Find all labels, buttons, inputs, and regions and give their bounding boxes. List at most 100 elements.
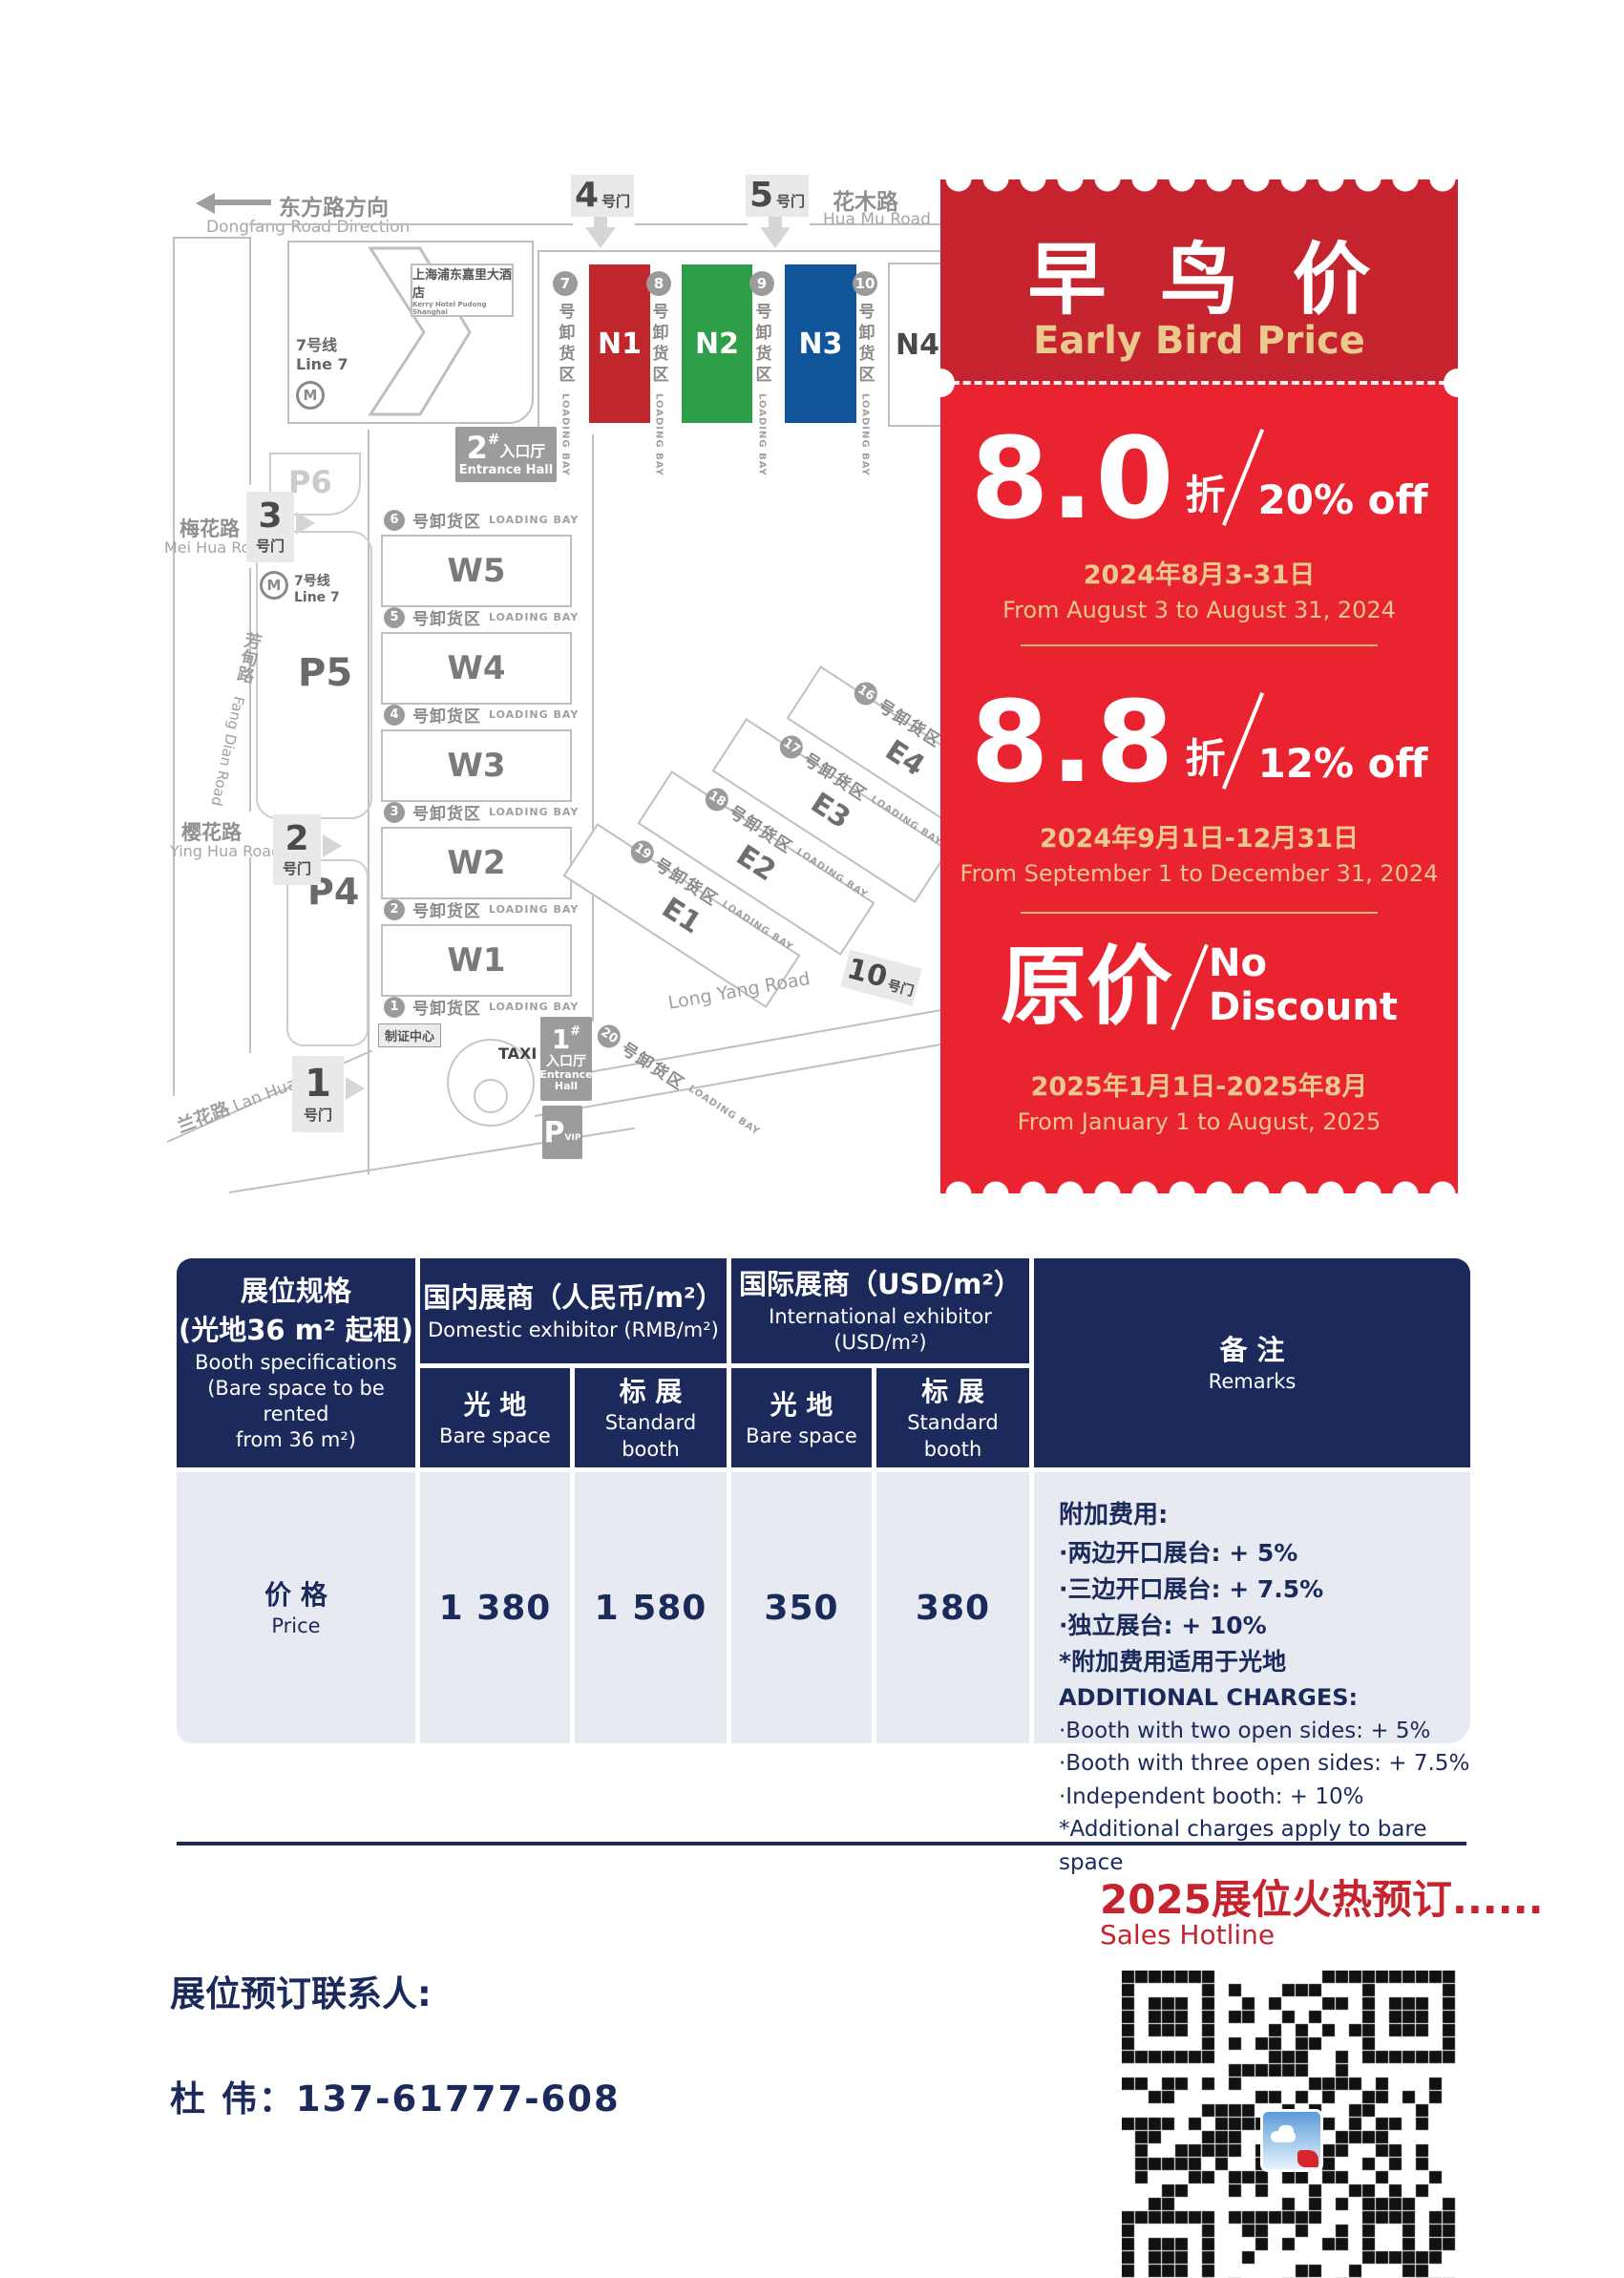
remarks-zh-item: ·三边开口展台: + 7.5%	[1059, 1574, 1324, 1603]
tier2-zhe: 折	[1185, 735, 1226, 782]
parking-vip-sub: VIP	[564, 1133, 581, 1143]
gate-5-arrow-stem	[769, 217, 782, 228]
domestic-zh: 国内展商（人民币/m²）	[423, 1281, 724, 1315]
road-line	[249, 223, 573, 225]
metro-icon	[260, 571, 288, 600]
price-international-bare: 350	[731, 1472, 872, 1743]
hotline-title: 2025展位火热预订......	[1100, 1876, 1544, 1923]
bay-1-label-zh: 号卸货区	[412, 1000, 481, 1019]
bay-2-label-zh: 号卸货区	[412, 902, 481, 921]
international-zh: 国际展商（USD/m²）	[738, 1268, 1023, 1301]
value-domestic-bare: 1 380	[438, 1588, 552, 1628]
spec-en2: (Bare space to be rented	[207, 1376, 385, 1426]
bay-5-label-zh: 号卸货区	[412, 610, 481, 629]
dongfang-arrow-icon	[196, 193, 215, 214]
road-huamu-en: Hua Mu Road	[823, 210, 931, 229]
tier2-date-en: From September 1 to December 31, 2024	[960, 860, 1439, 887]
subheader-domestic-bare: 光 地 Bare space	[420, 1368, 570, 1467]
bay-6-label-zh: 号卸货区	[412, 513, 481, 532]
coupon-notch-right	[1444, 369, 1472, 397]
bay-8-label-zh: 号卸货区	[648, 303, 668, 387]
metro-line7-south: 7号线 Line 7	[260, 571, 340, 605]
hall-w5: W5	[381, 535, 572, 607]
tier3-label: 原价	[1001, 937, 1172, 1037]
bare-en: Bare space	[439, 1424, 551, 1447]
road-dongfang-en: Dongfang Road Direction	[206, 218, 411, 237]
gate-1-suffix: 号门	[303, 1106, 332, 1124]
gate-4: 4 号门	[571, 175, 634, 217]
road-line	[249, 237, 251, 485]
expo-boundary-line	[538, 250, 940, 252]
entrance-1-hash: #	[570, 1023, 581, 1039]
road-line	[249, 568, 251, 812]
tier1-date-en: From August 3 to August 31, 2024	[1002, 597, 1396, 623]
loading-bay-3: 3 号卸货区 LOADING BAY	[384, 800, 579, 824]
gate-5-arrow-icon	[760, 227, 791, 248]
gate-3-suffix: 号门	[255, 537, 285, 555]
gate-4-arrow-stem	[594, 217, 607, 228]
domestic-en: Domestic exhibitor (RMB/m²)	[428, 1318, 719, 1341]
coupon-tier-3: 原价 No Discount 2025年1月1日-2025年8月 From Ja…	[940, 941, 1458, 1135]
price-table: 展位规格 (光地36 m² 起租) Booth specifications (…	[177, 1258, 1470, 1875]
bay-7-number: 7	[553, 271, 578, 296]
gate-10-suffix: 号门	[885, 978, 916, 1000]
loading-bay-2: 2 号卸货区 LOADING BAY	[384, 897, 579, 921]
gate-3-number: 3	[258, 496, 283, 536]
gate-2-arrow-icon	[323, 834, 342, 857]
entrance-1-en2: Hall	[554, 1080, 579, 1093]
gate-10-number: 10	[843, 952, 891, 995]
road-fangdian-en: Fang Dian Road	[207, 694, 248, 808]
remarks-en-title: ADDITIONAL CHARGES:	[1059, 1683, 1359, 1711]
entrance-2-number: 2	[466, 429, 488, 466]
parking-p6-shape	[269, 453, 361, 516]
metro-icon	[296, 381, 325, 410]
line7-zh: 7号线	[294, 574, 330, 589]
bay-4-label-zh: 号卸货区	[412, 707, 481, 727]
bay-6-label-en: LOADING BAY	[489, 514, 580, 526]
price-international-std: 380	[876, 1472, 1029, 1743]
tier2-off: 12% off	[1257, 740, 1428, 787]
spec-en1: Booth specifications	[195, 1350, 397, 1374]
remarks-en-item: *Additional charges apply to bare space	[1059, 1817, 1427, 1875]
bay-10-label-en: LOADING BAY	[859, 393, 871, 476]
coupon-dashed-divider	[940, 381, 1458, 385]
bay-4-number: 4	[384, 704, 405, 726]
loading-bay-8: 8 号卸货区 LOADING BAY	[643, 271, 675, 476]
bay-4-label-en: LOADING BAY	[489, 708, 580, 721]
tier3-slash	[1171, 943, 1209, 1031]
remarks-zh-item: ·两边开口展台: + 5%	[1059, 1538, 1298, 1567]
parking-p6: P6	[288, 464, 332, 500]
remarks-en-item: ·Independent booth: + 10%	[1059, 1783, 1364, 1809]
loading-bay-20: 20 号卸货区 LOADING BAY	[593, 1020, 765, 1143]
gate-4-suffix: 号门	[601, 192, 631, 210]
col-header-remarks: 备 注 Remarks	[1034, 1258, 1470, 1467]
coupon-title-zh: 早 鸟 价	[1027, 235, 1384, 326]
tier3-off-line2: Discount	[1209, 985, 1398, 1029]
entrance-1-en1: Entrance	[539, 1068, 593, 1081]
hotel-name-zh: 上海浦东嘉里大酒店	[412, 268, 513, 301]
std-en: Standard booth	[907, 1411, 999, 1461]
gate-5-suffix: 号门	[776, 192, 806, 210]
contact-phone: 杜 伟：137-61777-608	[170, 2078, 621, 2120]
hall-w4: W4	[381, 632, 572, 705]
bay-7-label-zh: 号卸货区	[555, 303, 575, 387]
early-bird-coupon: 早 鸟 价 Early Bird Price 8.0 折 20% off 202…	[926, 179, 1472, 1194]
bay-2-label-en: LOADING BAY	[489, 903, 580, 916]
loading-bay-5: 5 号卸货区 LOADING BAY	[384, 605, 579, 629]
coupon-header	[940, 179, 1458, 383]
remarks-cell: 附加费用: ·两边开口展台: + 5% ·三边开口展台: + 7.5% ·独立展…	[1034, 1472, 1470, 1875]
coupon-tier-1: 8.0 折 20% off 2024年8月3-31日 From August 3…	[940, 422, 1458, 623]
road-line	[810, 223, 940, 225]
remarks-en-item: ·Booth with three open sides: + 7.5%	[1059, 1751, 1470, 1777]
hotel-label-box: 上海浦东嘉里大酒店 Kerry Hotel Pudong Shanghai	[411, 264, 514, 317]
qr-code	[1114, 1963, 1464, 2278]
loading-bay-6: 6 号卸货区 LOADING BAY	[384, 508, 579, 532]
price-label-zh: 价 格	[264, 1578, 327, 1611]
bay-9-number: 9	[749, 271, 774, 296]
dongfang-arrow-stem	[214, 200, 271, 205]
road-line	[635, 223, 748, 225]
tier2-discount: 8.8	[970, 676, 1176, 809]
entrance-hall-2: 2 # 入口厅 Entrance Hall	[455, 427, 557, 482]
subheader-domestic-std: 标 展 Standard booth	[575, 1368, 727, 1467]
gate-10: 10 号门	[840, 949, 922, 1006]
